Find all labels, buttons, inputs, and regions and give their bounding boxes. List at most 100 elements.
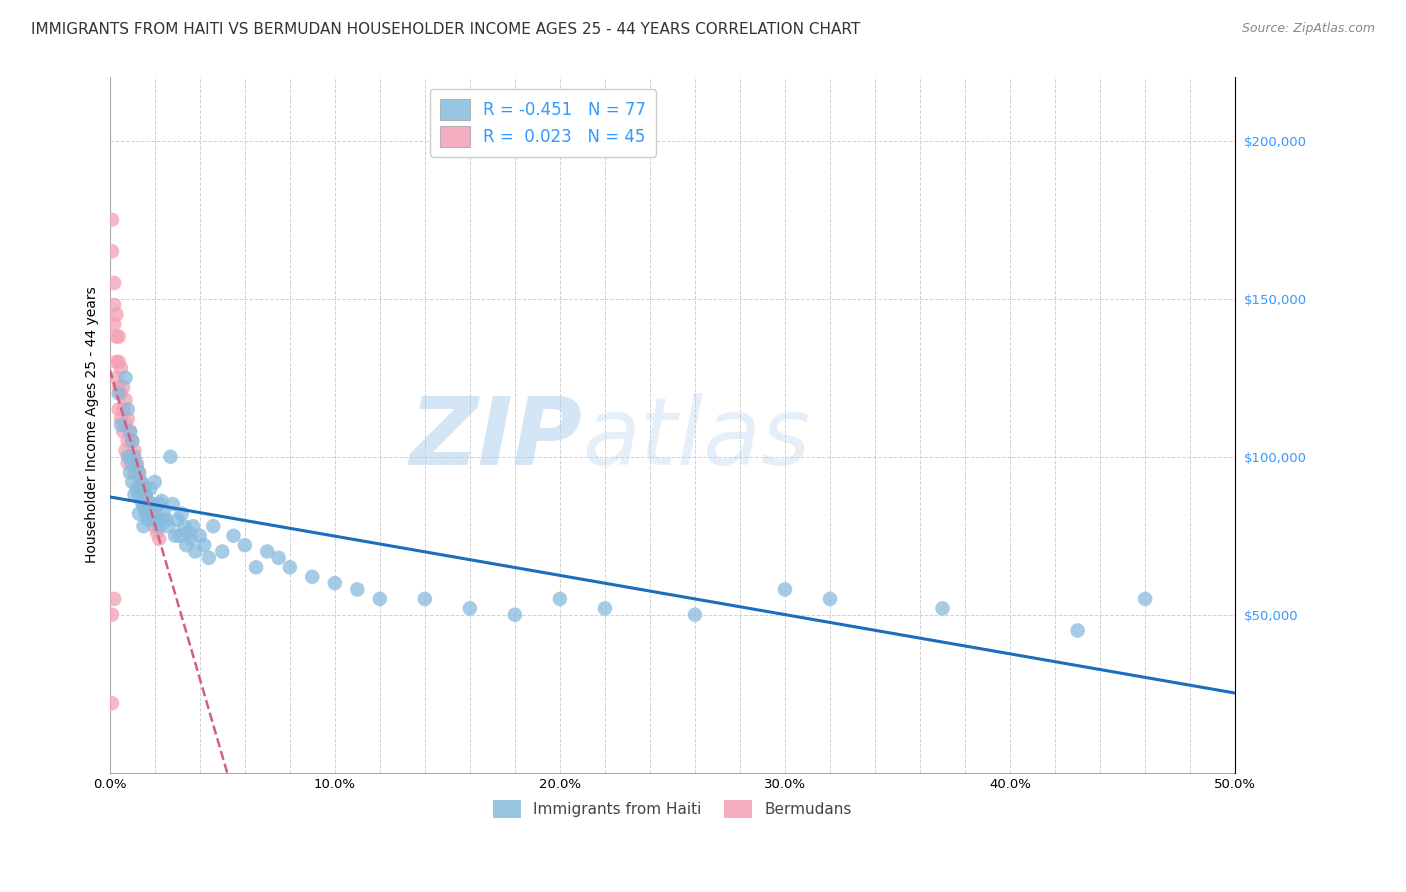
Point xyxy=(101,696,124,710)
Point xyxy=(773,582,796,597)
Point xyxy=(139,507,162,521)
Point xyxy=(368,591,391,606)
Point xyxy=(135,507,157,521)
Point xyxy=(114,443,136,458)
Point xyxy=(118,466,141,480)
Point xyxy=(128,466,150,480)
Point xyxy=(503,607,526,622)
Point xyxy=(931,601,953,615)
Point xyxy=(110,418,132,433)
Point xyxy=(121,456,143,470)
Point xyxy=(103,591,125,606)
Point xyxy=(107,402,129,417)
Point xyxy=(107,380,129,394)
Point xyxy=(139,481,162,495)
Point xyxy=(245,560,267,574)
Point xyxy=(155,513,177,527)
Point xyxy=(125,456,148,470)
Point xyxy=(148,519,170,533)
Point xyxy=(152,507,174,521)
Point xyxy=(117,456,139,470)
Text: Source: ZipAtlas.com: Source: ZipAtlas.com xyxy=(1241,22,1375,36)
Point xyxy=(101,607,124,622)
Point xyxy=(129,475,152,489)
Point xyxy=(233,538,256,552)
Point xyxy=(188,529,211,543)
Point xyxy=(117,411,139,425)
Point xyxy=(112,425,135,439)
Point xyxy=(143,519,166,533)
Point xyxy=(683,607,706,622)
Point xyxy=(173,519,195,533)
Point xyxy=(222,529,245,543)
Point xyxy=(103,317,125,331)
Point xyxy=(141,497,163,511)
Text: IMMIGRANTS FROM HAITI VS BERMUDAN HOUSEHOLDER INCOME AGES 25 - 44 YEARS CORRELAT: IMMIGRANTS FROM HAITI VS BERMUDAN HOUSEH… xyxy=(31,22,860,37)
Point xyxy=(114,370,136,384)
Point xyxy=(180,532,202,546)
Point xyxy=(193,538,215,552)
Point xyxy=(121,456,143,470)
Point xyxy=(125,481,148,495)
Point xyxy=(110,386,132,401)
Y-axis label: Householder Income Ages 25 - 44 years: Householder Income Ages 25 - 44 years xyxy=(86,286,100,564)
Point xyxy=(132,481,155,495)
Point xyxy=(128,466,150,480)
Point xyxy=(136,494,159,508)
Legend: Immigrants from Haiti, Bermudans: Immigrants from Haiti, Bermudans xyxy=(488,795,858,824)
Point xyxy=(163,529,186,543)
Point xyxy=(150,513,173,527)
Point xyxy=(110,361,132,376)
Point xyxy=(141,513,163,527)
Point xyxy=(107,386,129,401)
Point xyxy=(170,507,193,521)
Text: ZIP: ZIP xyxy=(409,393,582,485)
Point xyxy=(135,488,157,502)
Point xyxy=(132,481,155,495)
Point xyxy=(128,507,150,521)
Point xyxy=(105,355,128,369)
Point xyxy=(124,488,146,502)
Point xyxy=(132,500,155,515)
Point xyxy=(136,513,159,527)
Point xyxy=(323,576,346,591)
Point xyxy=(202,519,225,533)
Point xyxy=(166,513,188,527)
Point xyxy=(139,503,162,517)
Point xyxy=(159,450,181,464)
Point xyxy=(146,513,169,527)
Point xyxy=(118,425,141,439)
Point xyxy=(157,519,180,533)
Point xyxy=(101,244,124,259)
Point xyxy=(593,601,616,615)
Point xyxy=(1066,624,1088,638)
Point xyxy=(117,402,139,417)
Point xyxy=(177,525,200,540)
Point xyxy=(143,475,166,489)
Point xyxy=(125,459,148,474)
Point xyxy=(128,488,150,502)
Point xyxy=(184,544,207,558)
Point xyxy=(174,538,197,552)
Point xyxy=(818,591,841,606)
Point xyxy=(114,418,136,433)
Point xyxy=(118,425,141,439)
Point xyxy=(278,560,301,574)
Point xyxy=(181,519,204,533)
Point xyxy=(548,591,571,606)
Point xyxy=(121,475,143,489)
Point xyxy=(112,402,135,417)
Point xyxy=(148,532,170,546)
Point xyxy=(267,550,290,565)
Point xyxy=(105,308,128,322)
Point xyxy=(146,525,169,540)
Point xyxy=(124,466,146,480)
Point xyxy=(117,434,139,448)
Point xyxy=(124,450,146,464)
Point xyxy=(112,380,135,394)
Point xyxy=(114,392,136,407)
Point xyxy=(148,497,170,511)
Point xyxy=(211,544,233,558)
Point xyxy=(103,276,125,290)
Point xyxy=(132,519,155,533)
